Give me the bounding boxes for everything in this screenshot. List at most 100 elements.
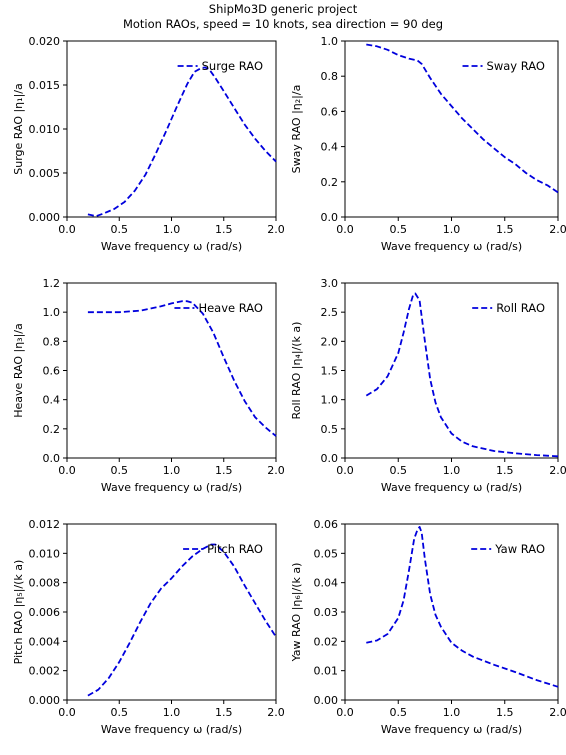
y-axis-label: Roll RAO |η₄|/(k a): [290, 322, 303, 420]
x-axis-label: Wave frequency ω (rad/s): [381, 240, 522, 253]
x-tick-label: 0.5: [390, 223, 408, 236]
legend-label: Sway RAO: [487, 59, 545, 73]
x-tick-label: 2.0: [549, 223, 566, 236]
x-tick-label: 0.5: [390, 706, 408, 719]
y-tick-label: 0.00: [314, 694, 339, 707]
y-tick-label: 0.000: [29, 694, 61, 707]
x-tick-label: 0.5: [111, 706, 129, 719]
y-tick-label: 0.6: [321, 105, 339, 118]
legend-label: Surge RAO: [202, 59, 263, 73]
y-tick-label: 0.020: [29, 35, 61, 48]
y-tick-label: 0.010: [29, 123, 61, 136]
x-tick-label: 1.5: [215, 706, 233, 719]
x-tick-label: 2.0: [267, 223, 285, 236]
y-tick-label: 0.05: [314, 547, 339, 560]
x-axis-label: Wave frequency ω (rad/s): [381, 723, 522, 736]
chart-panel-6: 0.0 0.5 1.0 1.5 2.0 0.00 0.01 0.02 0.03 0.04 0.05 0…: [290, 518, 566, 736]
y-tick-label: 0.4: [43, 394, 61, 407]
x-tick-label: 1.5: [215, 464, 233, 477]
y-tick-label: 0.5: [321, 423, 339, 436]
y-tick-label: 0.008: [29, 577, 61, 590]
chart-panel-5: 0.0 0.5 1.0 1.5 2.0 0.000 0.002 0.004 0.006 0.008…: [12, 518, 285, 736]
x-tick-label: 0.0: [58, 223, 76, 236]
chart-panel-4: 0.0 0.5 1.0 1.5 2.0 0.0 0.5 1.0 1.5 2.0 2.5 3.0 Wave…: [290, 277, 566, 494]
figure-title-line2: Motion RAOs, speed = 10 knots, sea direc…: [123, 17, 443, 31]
y-axis-label: Sway RAO |η₂|/a: [290, 85, 303, 174]
y-tick-label: 0.8: [321, 70, 339, 83]
series-line: [366, 526, 559, 688]
y-tick-label: 0.2: [43, 423, 61, 436]
x-tick-label: 0.5: [390, 464, 408, 477]
x-tick-label: 1.5: [496, 706, 514, 719]
series-line: [87, 543, 277, 697]
legend-label: Pitch RAO: [207, 542, 263, 556]
x-tick-label: 1.0: [443, 706, 461, 719]
x-tick-label: 0.5: [111, 464, 129, 477]
y-tick-label: 0.000: [29, 211, 61, 224]
x-axis-label: Wave frequency ω (rad/s): [101, 240, 242, 253]
legend-label: Heave RAO: [198, 301, 263, 315]
y-axis-label: Yaw RAO |η₆|/(k a): [290, 563, 303, 663]
series-line: [87, 66, 277, 218]
y-tick-label: 0.010: [29, 547, 61, 560]
y-tick-label: 0.6: [43, 365, 61, 378]
x-tick-label: 0.0: [58, 464, 76, 477]
x-tick-label: 1.0: [163, 706, 181, 719]
y-tick-label: 0.03: [314, 606, 339, 619]
y-tick-label: 1.0: [43, 306, 61, 319]
y-tick-label: 0.006: [29, 606, 61, 619]
x-tick-label: 0.0: [336, 706, 354, 719]
y-tick-label: 0.01: [314, 665, 339, 678]
x-tick-label: 1.0: [163, 223, 181, 236]
chart-panel-1: 0.0 0.5 1.0 1.5 2.0 0.000 0.005 0.010 0.015 0.020…: [12, 35, 285, 253]
y-tick-label: 0.02: [314, 635, 339, 648]
y-tick-label: 0.012: [29, 518, 61, 531]
x-tick-label: 2.0: [549, 706, 566, 719]
y-tick-label: 0.8: [43, 335, 61, 348]
x-axis-label: Wave frequency ω (rad/s): [101, 481, 242, 494]
y-tick-label: 0.015: [29, 79, 61, 92]
x-tick-label: 0.0: [58, 706, 76, 719]
legend-label: Yaw RAO: [494, 542, 545, 556]
y-tick-label: 1.5: [321, 365, 339, 378]
x-tick-label: 1.5: [215, 223, 233, 236]
x-tick-label: 0.0: [336, 464, 354, 477]
y-tick-label: 1.0: [321, 35, 339, 48]
chart-panel-3: 0.0 0.5 1.0 1.5 2.0 0.0 0.2 0.4 0.6 0.8 1.0 1.2 Wave…: [12, 277, 285, 494]
y-axis-label: Surge RAO |η₁|/a: [12, 83, 25, 174]
x-tick-label: 2.0: [267, 706, 285, 719]
legend-label: Roll RAO: [496, 301, 545, 315]
y-tick-label: 0.0: [43, 452, 61, 465]
y-tick-label: 0.4: [321, 141, 339, 154]
y-tick-label: 0.0: [321, 452, 339, 465]
x-tick-label: 1.5: [496, 223, 514, 236]
y-tick-label: 0.04: [314, 577, 339, 590]
y-tick-label: 2.5: [321, 306, 339, 319]
y-tick-label: 0.004: [29, 635, 61, 648]
series-line: [365, 292, 559, 458]
y-tick-label: 1.0: [321, 394, 339, 407]
series-line: [87, 300, 277, 437]
x-tick-label: 1.0: [443, 223, 461, 236]
panels: 0.0 0.5 1.0 1.5 2.00.0000.0050.0100.0150.020…: [12, 35, 566, 736]
y-axis-label: Heave RAO |η₃|/a: [12, 323, 25, 417]
y-tick-label: 0.005: [29, 167, 61, 180]
x-tick-label: 1.0: [163, 464, 181, 477]
series-line: [366, 43, 559, 194]
x-tick-label: 0.5: [111, 223, 129, 236]
x-tick-label: 0.0: [336, 223, 354, 236]
y-tick-label: 0.06: [314, 518, 339, 531]
x-axis-label: Wave frequency ω (rad/s): [101, 723, 242, 736]
chart-panel-2: 0.0 0.5 1.0 1.5 2.0 0.0 0.2 0.4 0.6 0.8 1.0 Wave fr…: [290, 35, 566, 253]
x-tick-label: 2.0: [549, 464, 566, 477]
x-tick-label: 1.5: [496, 464, 514, 477]
y-tick-label: 0.002: [29, 665, 61, 678]
y-tick-label: 2.0: [321, 335, 339, 348]
x-tick-label: 2.0: [267, 464, 285, 477]
y-tick-label: 0.0: [321, 211, 339, 224]
y-tick-label: 3.0: [321, 277, 339, 290]
y-tick-label: 0.2: [321, 176, 339, 189]
y-tick-label: 1.2: [43, 277, 61, 290]
figure-title-line1: ShipMo3D generic project: [209, 2, 358, 16]
